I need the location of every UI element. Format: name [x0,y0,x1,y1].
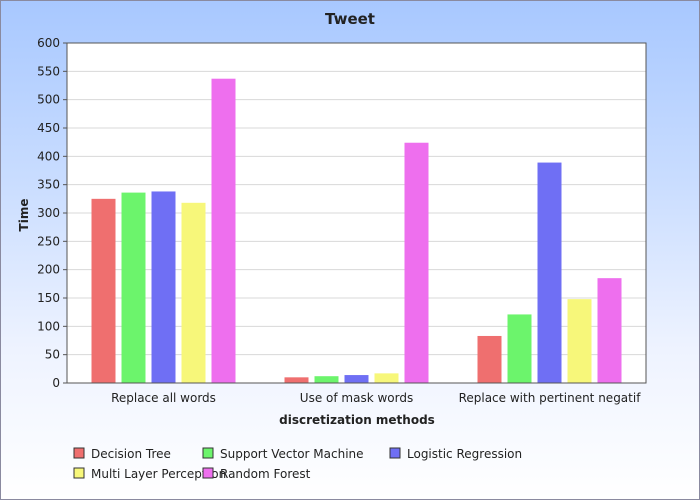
y-tick-label: 500 [37,93,60,107]
bar [567,299,592,383]
legend-label: Logistic Regression [407,447,522,461]
bar [537,162,562,383]
x-tick-label: Use of mask words [300,391,413,405]
legend-label: Support Vector Machine [220,447,364,461]
legend-swatch [389,447,401,459]
bar [597,278,622,383]
y-tick-label: 350 [37,178,60,192]
bar [91,198,116,383]
legend: Decision Tree Support Vector Machine Logis… [73,447,522,481]
bar [344,375,369,383]
legend-swatch [73,467,85,479]
legend-label: Random Forest [220,467,311,481]
bar [211,78,236,383]
plot-border [66,42,647,384]
x-tick-label: Replace all words [111,391,216,405]
legend-swatch [73,447,85,459]
y-tick-label: 450 [37,121,60,135]
bar [284,377,309,383]
bar [151,191,176,383]
x-axis-label: discretization methods [279,413,435,427]
y-tick-label: 50 [45,348,60,362]
y-tick-label: 300 [37,206,60,220]
y-axis-label: Time [17,199,31,232]
y-tick-label: 200 [37,263,60,277]
x-tick-label: Replace with pertinent negatif [459,391,642,405]
y-tick-label: 150 [37,291,60,305]
y-tick-label: 600 [37,36,60,50]
bar [404,142,429,383]
bar [181,202,206,383]
bar [374,373,399,383]
legend-label: Multi Layer Perceptron [91,467,226,481]
y-tick-label: 550 [37,64,60,78]
bar [314,376,339,383]
chart-title: Tweet [325,10,375,28]
y-tick-label: 0 [52,376,60,390]
plot-area: 0 50 100 150 200 250 300 350 400 450 500 550 600 Repl… [37,36,647,405]
legend-swatch [202,467,214,479]
bar [121,192,146,383]
legend-swatch [202,447,214,459]
bar [507,314,532,383]
y-tick-label: 250 [37,234,60,248]
y-tick-label: 400 [37,149,60,163]
bar [477,335,502,383]
y-tick-label: 100 [37,319,60,333]
legend-label: Decision Tree [91,447,171,461]
